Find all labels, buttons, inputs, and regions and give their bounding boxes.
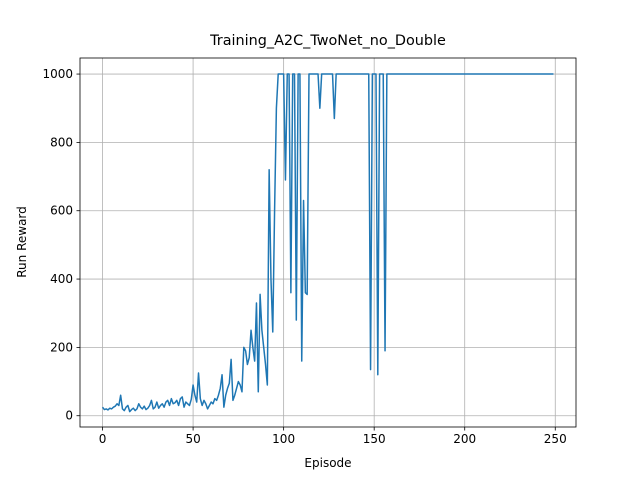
x-tick-label: 150 (363, 432, 386, 446)
y-tick-label: 1000 (42, 67, 73, 81)
axes-frame (79, 57, 577, 428)
x-tick-label: 200 (453, 432, 476, 446)
y-tick-label: 800 (50, 135, 73, 149)
line-series (101, 73, 554, 413)
y-tick-label: 200 (50, 340, 73, 354)
plot-area: 0 50 100 150 200 250 0 200 400 600 800 1000 (42, 57, 577, 446)
y-tick-label: 400 (50, 272, 73, 286)
x-tick-label: 50 (185, 432, 200, 446)
y-tick-label: 600 (50, 204, 73, 218)
x-tick-label: 0 (99, 432, 107, 446)
y-tick-label: 0 (65, 409, 73, 423)
x-axis-label: Episode (304, 456, 351, 470)
x-tick-label: 250 (544, 432, 567, 446)
chart-title: Training_A2C_TwoNet_no_Double (209, 33, 446, 49)
x-tick-label: 100 (272, 432, 295, 446)
y-axis-label: Run Reward (15, 206, 29, 278)
